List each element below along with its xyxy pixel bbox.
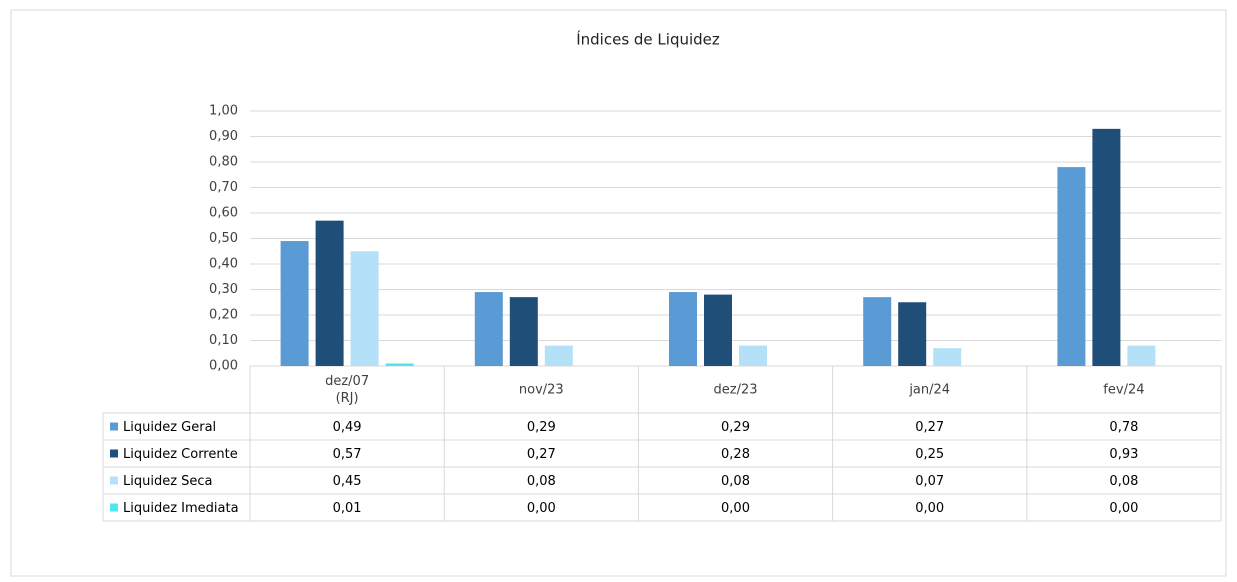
data-label: 0,08	[721, 474, 750, 489]
legend-swatch	[110, 449, 118, 458]
data-label: 0,00	[721, 501, 750, 516]
bar	[863, 297, 892, 366]
bar	[280, 241, 309, 366]
y-tick-label: 0,40	[209, 257, 238, 272]
bar	[669, 292, 697, 366]
y-tick-label: 0,80	[209, 155, 238, 170]
data-label: 0,07	[915, 474, 944, 489]
y-tick-label: 0,20	[209, 308, 238, 323]
bar	[385, 363, 414, 366]
data-label: 0,08	[527, 474, 556, 489]
data-label: 0,45	[333, 474, 362, 489]
bar	[544, 345, 573, 366]
x-tick-label: nov/23	[519, 382, 564, 397]
bar	[474, 292, 503, 366]
y-tick-label: 0,60	[209, 206, 238, 221]
legend-swatch	[110, 422, 118, 431]
x-tick-label: jan/24	[908, 382, 950, 397]
data-label: 0,29	[721, 420, 750, 435]
legend-label: Liquidez Seca	[123, 474, 213, 489]
data-label: 0,01	[333, 501, 362, 516]
x-tick-label: fev/24	[1103, 382, 1144, 397]
y-tick-label: 1,00	[209, 104, 238, 119]
data-label: 0,93	[1109, 447, 1138, 462]
data-label: 0,27	[527, 447, 556, 462]
bar	[1127, 345, 1156, 366]
data-label: 0,25	[915, 447, 944, 462]
y-tick-label: 0,10	[209, 333, 238, 348]
data-label: 0,27	[915, 420, 944, 435]
legend-swatch	[110, 503, 118, 512]
y-tick-label: 0,00	[209, 359, 238, 374]
bar	[315, 220, 344, 366]
data-label: 0,28	[721, 447, 750, 462]
data-label: 0,57	[333, 447, 362, 462]
y-tick-label: 0,50	[209, 231, 238, 246]
data-label: 0,49	[333, 420, 362, 435]
legend-label: Liquidez Imediata	[123, 501, 239, 516]
legend-label: Liquidez Corrente	[123, 447, 238, 462]
legend-swatch	[110, 476, 118, 485]
bar	[509, 297, 538, 366]
y-tick-label: 0,70	[209, 180, 238, 195]
data-label: 0,00	[1109, 501, 1138, 516]
x-tick-label: dez/07 (RJ)	[325, 374, 369, 406]
x-tick-label: dez/23	[714, 382, 758, 397]
chart-title: Índices de Liquidez	[576, 30, 720, 49]
bar	[1057, 167, 1086, 366]
chart-frame	[10, 9, 1227, 577]
legend-label: Liquidez Geral	[123, 420, 216, 435]
data-label: 0,29	[527, 420, 556, 435]
bar	[898, 302, 927, 366]
data-label: 0,00	[527, 501, 556, 516]
bar	[933, 348, 962, 366]
bar	[739, 345, 767, 366]
data-label: 0,78	[1109, 420, 1138, 435]
y-tick-label: 0,30	[209, 282, 238, 297]
data-label: 0,00	[915, 501, 944, 516]
bar	[1092, 128, 1121, 366]
data-label: 0,08	[1109, 474, 1138, 489]
y-tick-label: 0,90	[209, 129, 238, 144]
bar	[350, 251, 379, 366]
bar	[704, 294, 732, 366]
